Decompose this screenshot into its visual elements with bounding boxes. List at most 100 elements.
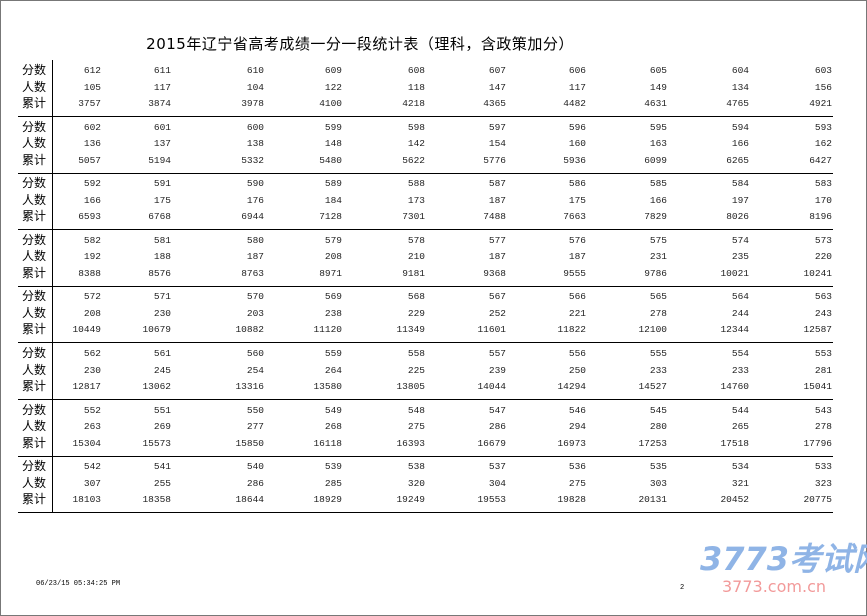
table-cell: 254 (246, 364, 264, 376)
table-cell: 608 (407, 65, 425, 76)
table-cell: 268 (324, 421, 342, 433)
table-cell: 10021 (720, 267, 749, 279)
table-cell: 548 (407, 404, 425, 416)
row-label: 分数 (22, 346, 47, 360)
count-row: 人数 263 269 277 268 275 286 294 280 265 278 (18, 419, 833, 435)
table-cell: 134 (731, 81, 749, 93)
table-cell: 17796 (803, 437, 832, 449)
block-divider (18, 285, 833, 287)
table-cell: 569 (324, 291, 342, 303)
count-row: 人数 192 188 187 208 210 187 187 231 235 220 (18, 249, 833, 265)
table-cell: 170 (814, 194, 832, 206)
table-cell: 147 (488, 81, 506, 93)
table-cell: 5622 (402, 154, 425, 166)
cumulative-row: 累计 3757 3874 3978 4100 4218 4365 4482 4631 4765 49… (18, 96, 833, 112)
row-label: 分数 (22, 459, 47, 474)
table-cell: 231 (649, 251, 667, 263)
row-label: 人数 (22, 419, 47, 434)
table-cell: 13062 (142, 381, 171, 392)
table-cell: 187 (488, 251, 506, 263)
table-cell: 6099 (644, 154, 667, 166)
table-cell: 7128 (319, 211, 342, 223)
table-cell: 8576 (148, 267, 171, 279)
table-cell: 604 (731, 65, 749, 76)
table-cell: 11601 (477, 324, 506, 336)
table-cell: 137 (153, 138, 171, 150)
table-cell: 18103 (72, 494, 101, 506)
table-cell: 8026 (726, 211, 749, 223)
table-cell: 547 (488, 404, 506, 416)
table-cell: 7301 (402, 211, 425, 223)
table-cell: 5057 (78, 154, 101, 166)
table-cell: 173 (407, 194, 425, 206)
table-cell: 278 (649, 307, 667, 319)
table-cell: 10679 (142, 324, 171, 336)
table-cell: 138 (246, 138, 264, 150)
print-timestamp: 06/23/15 05:34:25 PM (36, 580, 121, 588)
table-cell: 225 (407, 364, 425, 376)
table-cell: 572 (83, 291, 101, 303)
table-cell: 556 (568, 348, 586, 359)
page-number: 2 (680, 584, 685, 592)
score-row: 分数 582 581 580 579 578 577 576 575 574 573 (18, 233, 833, 249)
watermark-url: 3773.com.cn (722, 577, 826, 596)
table-cell: 601 (153, 121, 171, 133)
table-cell: 239 (488, 364, 506, 376)
table-cell: 612 (83, 65, 101, 76)
table-cell: 18929 (313, 494, 342, 506)
table-cell: 176 (246, 194, 264, 206)
table-cell: 230 (83, 364, 101, 376)
table-cell: 20775 (803, 494, 832, 506)
table-cell: 245 (153, 364, 171, 376)
table-cell: 584 (731, 178, 749, 190)
table-cell: 11822 (557, 324, 586, 336)
table-cell: 278 (814, 421, 832, 433)
row-label: 人数 (22, 136, 47, 151)
table-cell: 542 (83, 461, 101, 473)
table-cell: 15573 (142, 437, 171, 449)
table-cell: 575 (649, 234, 667, 246)
table-cell: 229 (407, 307, 425, 319)
table-cell: 122 (324, 81, 342, 93)
table-cell: 166 (649, 194, 667, 206)
table-cell: 220 (814, 251, 832, 263)
table-cell: 243 (814, 307, 832, 319)
table-cell: 4765 (726, 98, 749, 109)
table-cell: 14044 (477, 381, 506, 392)
table-cell: 610 (246, 65, 264, 76)
table-cell: 18644 (235, 494, 264, 506)
table-cell: 555 (649, 348, 667, 359)
watermark-logo: 3773考试网 (700, 540, 867, 578)
table-cell: 208 (83, 307, 101, 319)
table-cell: 244 (731, 307, 749, 319)
table-cell: 535 (649, 461, 667, 473)
table-cell: 281 (814, 364, 832, 376)
table-cell: 568 (407, 291, 425, 303)
cumulative-row: 累计 18103 18358 18644 18929 19249 19553 19828 201… (18, 492, 833, 508)
table-cell: 8196 (809, 211, 832, 223)
table-cell: 13805 (396, 381, 425, 392)
table-cell: 117 (153, 81, 171, 93)
row-label: 累计 (22, 96, 47, 110)
table-cell: 5332 (241, 154, 264, 166)
table-cell: 149 (649, 81, 667, 93)
table-cell: 611 (153, 65, 171, 76)
table-cell: 6944 (241, 211, 264, 223)
table-cell: 8971 (319, 267, 342, 279)
table-cell: 275 (568, 477, 586, 489)
table-cell: 577 (488, 234, 506, 246)
table-cell: 238 (324, 307, 342, 319)
table-cell: 571 (153, 291, 171, 303)
table-cell: 603 (814, 65, 832, 76)
table-cell: 163 (649, 138, 667, 150)
table-cell: 197 (731, 194, 749, 206)
row-label: 分数 (22, 289, 47, 304)
table-cell: 557 (488, 348, 506, 359)
table-cell: 252 (488, 307, 506, 319)
table-cell: 564 (731, 291, 749, 303)
table-cell: 14294 (557, 381, 586, 392)
table-cell: 583 (814, 178, 832, 190)
table-cell: 546 (568, 404, 586, 416)
table-cell: 15304 (72, 437, 101, 449)
table-cell: 540 (246, 461, 264, 473)
